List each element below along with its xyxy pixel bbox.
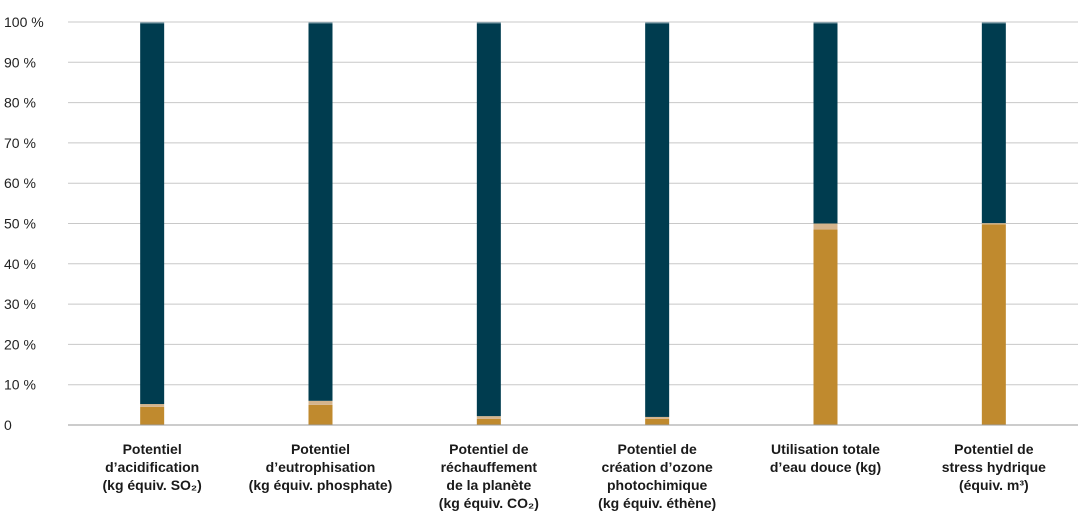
bar-segment [645,23,670,417]
x-category-label: Potentiel d’eutrophisation (kg équiv. phos… [249,441,393,493]
bar-segment [476,23,501,417]
x-category-label: Potentiel de stress hydrique (équiv. m³) [942,441,1046,493]
bar-segment [308,400,333,405]
x-category-label: Utilisation totale d’eau douce (kg) [770,441,881,475]
x-category-label: Potentiel de création d’ozone photochimiqu… [598,441,716,511]
x-axis-category-labels: Potentiel d’acidification (kg équiv. SO₂) P… [103,441,1047,511]
y-tick-label: 20 % [4,336,36,352]
bars [140,22,1006,425]
y-axis-tick-labels: 0 10 % 20 % 30 % 40 % 50 % 60 % 70 % 80 % 90 % 100… [4,14,44,433]
gridlines [68,21,1078,386]
x-category-label: Potentiel de réchauffement de la planète (k… [439,441,539,511]
bar-segment [981,223,1006,225]
y-tick-label: 50 % [4,216,36,232]
bar-segment [476,416,501,419]
bar-segment [813,23,838,224]
bar-segment [981,22,1006,24]
bar-segment [813,229,838,425]
bar-segment [645,418,670,425]
bar-segment [140,23,165,405]
bar-segment [476,22,501,24]
y-tick-label: 80 % [4,95,36,111]
y-tick-label: 0 [4,417,12,433]
y-tick-label: 30 % [4,296,36,312]
bar-segment [476,418,501,425]
x-category-label: Potentiel d’acidification (kg équiv. SO₂) [103,441,202,493]
bar-segment [813,22,838,24]
bar-segment [813,223,838,230]
bar-segment [645,416,670,419]
y-tick-label: 10 % [4,377,36,393]
bar-segment [981,224,1006,425]
y-tick-label: 60 % [4,175,36,191]
bar-segment [645,22,670,24]
bar-segment [140,404,165,407]
y-tick-label: 40 % [4,256,36,272]
y-tick-label: 70 % [4,135,36,151]
bar-segment [140,406,165,425]
bar-segment [308,404,333,425]
y-tick-label: 100 % [4,14,44,30]
bar-segment [308,23,333,401]
bar-segment [140,22,165,24]
y-tick-label: 90 % [4,54,36,70]
bar-segment [981,23,1006,224]
bar-segment [308,22,333,24]
